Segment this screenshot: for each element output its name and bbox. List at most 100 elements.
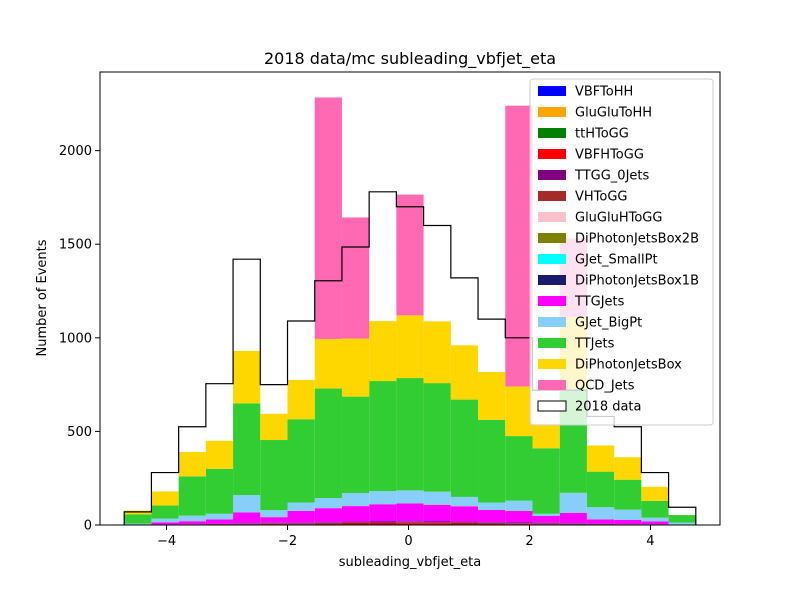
legend-swatch-VHToGG bbox=[538, 191, 566, 201]
legend-swatch-DiPhotonJetsBox1B bbox=[538, 275, 566, 285]
bar-TTJets-bin-4 bbox=[233, 403, 261, 496]
bar-TTGJets-bin-13 bbox=[478, 510, 506, 523]
bar-VBFHToGG-bin-11 bbox=[423, 523, 451, 525]
legend-swatch-DiPhotonJetsBox2B bbox=[538, 233, 566, 243]
bar-TTJets-bin-1 bbox=[151, 505, 179, 519]
legend-label-ttHToGG: ttHToGG bbox=[575, 127, 629, 142]
bar-GJet_BigPt-bin-20 bbox=[668, 522, 696, 525]
y-tick-label-1: 500 bbox=[67, 425, 92, 440]
legend-swatch-GluGluHToGG bbox=[538, 212, 566, 222]
bar-DiPhotonJetsBox-bin-6 bbox=[287, 379, 315, 420]
legend-swatch-ttHToGG bbox=[538, 128, 566, 138]
stacked-bars bbox=[124, 97, 696, 525]
bar-TTGJets-bin-5 bbox=[260, 517, 288, 523]
bar-TTGJets-bin-10 bbox=[396, 503, 424, 522]
bar-DiPhotonJetsBox1B-bin-10 bbox=[396, 521, 424, 522]
x-tick-label-1: −2 bbox=[278, 534, 297, 549]
bar-TTJets-bin-0 bbox=[124, 514, 152, 524]
legend: VBFToHH GluGluToHH ttHToGG VBFHToGG TTGG_0Je… bbox=[529, 78, 714, 426]
bar-VHToGG-bin-13 bbox=[478, 522, 506, 524]
bar-TTGJets-bin-12 bbox=[450, 506, 479, 522]
bar-TTGG_0Jets-bin-10 bbox=[396, 522, 424, 524]
bar-GJet_BigPt-bin-5 bbox=[260, 510, 288, 518]
legend-label-GJet_BigPt: GJet_BigPt bbox=[575, 316, 642, 331]
bar-DiPhotonJetsBox-bin-8 bbox=[341, 338, 370, 397]
legend-swatch-TTGG_0Jets bbox=[538, 170, 566, 180]
bar-TTJets-bin-12 bbox=[450, 399, 479, 497]
bar-GJet_BigPt-bin-2 bbox=[178, 515, 206, 522]
bar-DiPhotonJetsBox-bin-7 bbox=[314, 338, 342, 389]
legend-label-DiPhotonJetsBox1B: DiPhotonJetsBox1B bbox=[575, 274, 699, 289]
bar-TTGJets-bin-3 bbox=[205, 519, 234, 524]
legend-label-2018 data: 2018 data bbox=[575, 400, 642, 415]
bar-TTJets-bin-7 bbox=[314, 388, 342, 499]
y-tick-label-0: 0 bbox=[84, 519, 92, 534]
bar-TTGJets-bin-4 bbox=[233, 512, 261, 524]
y-tick-label-3: 1500 bbox=[59, 238, 92, 253]
bar-TTJets-bin-8 bbox=[341, 396, 370, 493]
legend-swatch-VBFHToGG bbox=[538, 149, 566, 159]
legend-label-QCD_Jets: QCD_Jets bbox=[575, 379, 635, 394]
x-tick-label-4: 4 bbox=[646, 534, 654, 549]
bar-DiPhotonJetsBox-bin-19 bbox=[641, 486, 669, 501]
bar-GJet_BigPt-bin-8 bbox=[341, 492, 370, 507]
bar-GJet_BigPt-bin-16 bbox=[559, 492, 587, 513]
bar-DiPhotonJetsBox1B-bin-14 bbox=[505, 522, 533, 524]
bar-TTJets-bin-17 bbox=[586, 471, 615, 508]
bar-QCD_Jets-bin-8 bbox=[341, 217, 370, 339]
bar-VHToGG-bin-11 bbox=[423, 522, 451, 523]
y-axis-label: Number of Events bbox=[35, 239, 50, 356]
y-tick-label-2: 1000 bbox=[59, 331, 92, 346]
bar-TTJets-bin-11 bbox=[423, 383, 451, 492]
bar-DiPhotonJetsBox-bin-14 bbox=[505, 386, 533, 437]
bar-DiPhotonJetsBox-bin-5 bbox=[260, 413, 288, 441]
bar-VHToGG-bin-8 bbox=[341, 522, 370, 523]
bar-TTJets-bin-2 bbox=[178, 476, 206, 516]
bar-VHToGG-bin-10 bbox=[396, 521, 424, 523]
bar-TTGJets-bin-9 bbox=[369, 504, 397, 522]
legend-swatch-GluGluToHH bbox=[538, 107, 566, 117]
bar-DiPhotonJetsBox-bin-9 bbox=[369, 321, 397, 382]
bar-GJet_BigPt-bin-11 bbox=[423, 491, 451, 505]
bar-TTGJets-bin-7 bbox=[314, 508, 342, 523]
bar-TTGJets-bin-15 bbox=[532, 516, 560, 523]
bar-TTGG_0Jets-bin-8 bbox=[341, 522, 370, 524]
bar-DiPhotonJetsBox-bin-1 bbox=[151, 491, 179, 506]
legend-label-GluGluToHH: GluGluToHH bbox=[575, 106, 652, 121]
bar-TTGJets-bin-2 bbox=[178, 521, 206, 525]
bar-VBFHToGG-bin-8 bbox=[341, 523, 370, 525]
bar-VHToGG-bin-5 bbox=[260, 523, 288, 524]
bar-TTGJets-bin-19 bbox=[641, 521, 669, 525]
bar-DiPhotonJetsBox-bin-15 bbox=[532, 423, 560, 449]
bar-VHToGG-bin-7 bbox=[314, 522, 342, 524]
x-tick-label-0: −4 bbox=[157, 534, 176, 549]
x-tick-label-3: 2 bbox=[525, 534, 533, 549]
bar-GJet_BigPt-bin-1 bbox=[151, 518, 179, 523]
legend-swatch-QCD_Jets bbox=[538, 380, 566, 390]
y-axis-ticks: 0 500 1000 1500 2000 bbox=[59, 144, 100, 534]
bar-VBFHToGG-bin-10 bbox=[396, 523, 424, 525]
bar-TTGJets-bin-17 bbox=[586, 519, 615, 524]
bar-GJet_BigPt-bin-14 bbox=[505, 500, 533, 511]
bar-TTGJets-bin-1 bbox=[151, 522, 179, 525]
bar-TTJets-bin-20 bbox=[668, 515, 696, 523]
bar-DiPhotonJetsBox-bin-13 bbox=[478, 372, 506, 420]
bar-GJet_BigPt-bin-17 bbox=[586, 507, 615, 520]
legend-swatch-VBFToHH bbox=[538, 86, 566, 96]
bar-DiPhotonJetsBox1B-bin-8 bbox=[341, 521, 370, 523]
legend-label-DiPhotonJetsBox2B: DiPhotonJetsBox2B bbox=[575, 232, 699, 247]
bar-TTGJets-bin-14 bbox=[505, 510, 533, 523]
x-tick-label-2: 0 bbox=[404, 534, 412, 549]
bar-DiPhotonJetsBox1B-bin-9 bbox=[369, 521, 397, 523]
bar-TTJets-bin-19 bbox=[641, 500, 669, 518]
legend-swatch-GJet_BigPt bbox=[538, 317, 566, 327]
bar-DiPhotonJetsBox1B-bin-12 bbox=[450, 521, 479, 523]
bar-GJet_BigPt-bin-19 bbox=[641, 517, 669, 522]
bar-DiPhotonJetsBox-bin-10 bbox=[396, 315, 424, 379]
bar-GJet_BigPt-bin-15 bbox=[532, 513, 560, 517]
chart-title: 2018 data/mc subleading_vbfjet_eta bbox=[264, 49, 556, 69]
bar-VHToGG-bin-6 bbox=[287, 523, 315, 524]
bar-TTJets-bin-15 bbox=[532, 448, 560, 514]
bar-DiPhotonJetsBox1B-bin-13 bbox=[478, 522, 506, 523]
plot-frame bbox=[99, 71, 721, 526]
